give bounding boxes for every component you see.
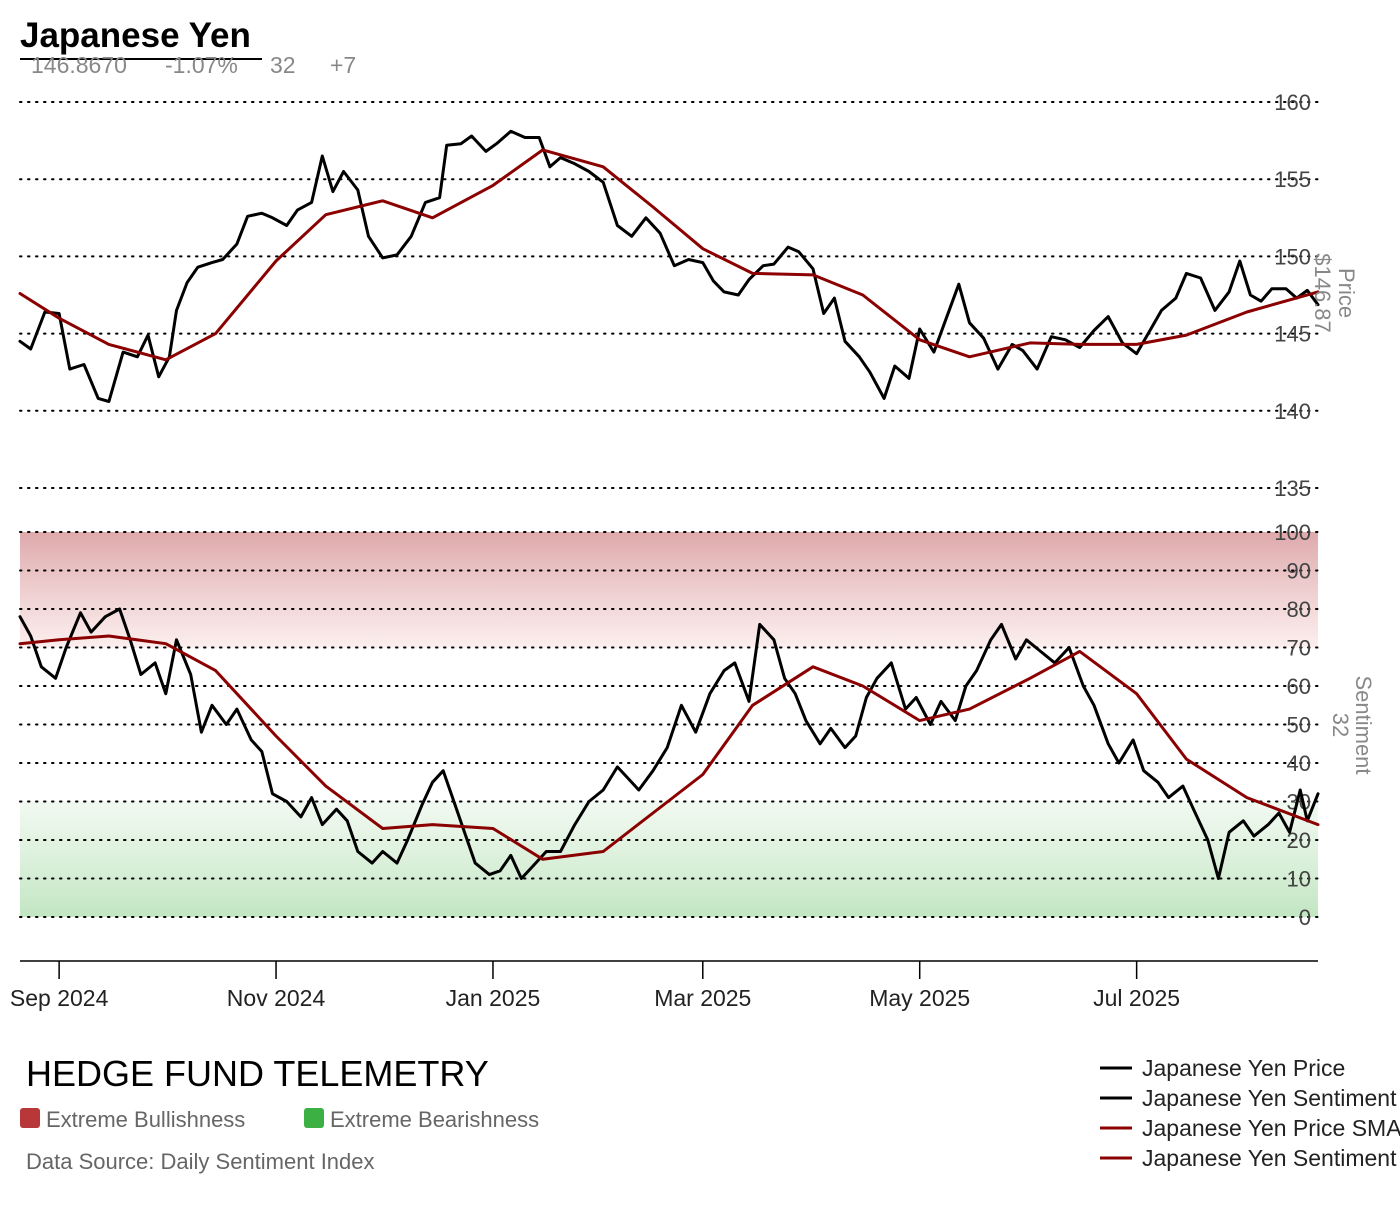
legend-label: Japanese Yen Sentiment (1142, 1085, 1397, 1111)
legend-label: Japanese Yen Price (1142, 1055, 1345, 1081)
price-tick-label: 150 (1274, 244, 1311, 269)
data-source: Data Source: Daily Sentiment Index (26, 1149, 375, 1174)
extreme-bull-swatch (20, 1108, 40, 1128)
japanese-yen-price-line (18, 129, 1320, 403)
price-axis-value: $146.87 (1310, 253, 1335, 333)
sentiment-tick-label: 50 (1287, 713, 1311, 738)
price-tick-label: 155 (1274, 167, 1311, 192)
legend-label: Japanese Yen Sentiment SMA (1142, 1145, 1400, 1171)
japanese-yen-sentiment-sma-line (18, 634, 1320, 861)
header-change: -1.07% (165, 52, 238, 78)
sentiment-tick-label: 10 (1287, 867, 1311, 892)
header-price: 146.8670 (31, 52, 127, 78)
x-axis: Sep 2024 Nov 2024 Jan 2025 Mar 2025 May 2025… (10, 961, 1180, 1011)
extreme-bear-label: Extreme Bearishness (330, 1107, 539, 1132)
sentiment-tick-label: 100 (1274, 520, 1311, 545)
x-tick-label: Sep 2024 (10, 985, 109, 1011)
x-tick-label: Mar 2025 (654, 985, 751, 1011)
price-axis-title: Price (1334, 268, 1359, 318)
x-tick-label: Jan 2025 (446, 985, 541, 1011)
legend-label: Japanese Yen Price SMA (1142, 1115, 1400, 1141)
series-layer (18, 129, 1320, 880)
brand-text: HEDGE FUND TELEMETRY (26, 1053, 489, 1094)
header-sentiment-change: +7 (330, 52, 356, 78)
x-tick-label: Jul 2025 (1093, 985, 1180, 1011)
sentiment-tick-label: 60 (1287, 674, 1311, 699)
sentiment-axis-title: Sentiment (1351, 675, 1376, 774)
sentiment-axis-value: 32 (1328, 713, 1353, 737)
japanese-yen-price-sma-line (18, 148, 1320, 362)
extreme-bear-swatch (304, 1108, 324, 1128)
x-tick-label: Nov 2024 (227, 985, 326, 1011)
price-tick-label: 140 (1274, 399, 1311, 424)
header-sentiment: 32 (270, 52, 296, 78)
sentiment-tick-label: 90 (1287, 559, 1311, 584)
sentiment-tick-label: 70 (1287, 636, 1311, 661)
extreme-bearishness-band (20, 801, 1318, 917)
x-tick-label: May 2025 (869, 985, 970, 1011)
legend: Japanese Yen Price Japanese Yen Sentiment… (1100, 1055, 1400, 1171)
extreme-bull-label: Extreme Bullishness (46, 1107, 245, 1132)
sentiment-tick-label: 40 (1287, 751, 1311, 776)
price-tick-label: 145 (1274, 322, 1311, 347)
extreme-bullishness-band (20, 532, 1318, 648)
chart-title: Japanese Yen (20, 16, 251, 55)
japanese-yen-sentiment-line (18, 607, 1320, 880)
price-tick-label: 135 (1274, 476, 1311, 501)
sentiment-tick-label: 0 (1299, 905, 1311, 930)
price-tick-label: 160 (1274, 90, 1311, 115)
sentiment-tick-label: 80 (1287, 597, 1311, 622)
